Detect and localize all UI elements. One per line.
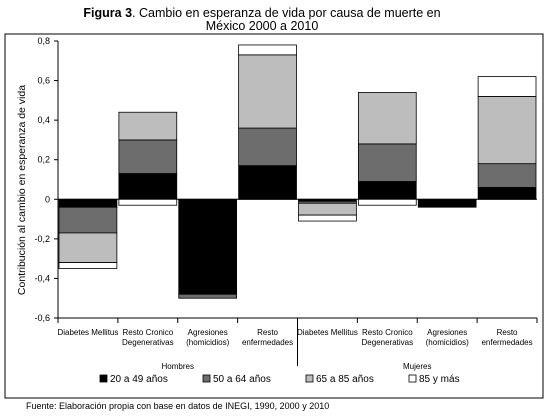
y-axis-label: Contribución al cambio en esperanza de v… — [16, 85, 28, 295]
x-category-label: enfermedades — [481, 338, 532, 347]
chart-title: Figura 3. Cambio en esperanza de vida po… — [83, 6, 440, 20]
y-tick-label: 0,4 — [37, 115, 50, 125]
x-category-label: Agresiones — [188, 328, 228, 337]
x-category-label: Agresiones — [427, 328, 467, 337]
bar-segment — [357, 181, 417, 200]
y-tick-label: -0,6 — [34, 313, 50, 323]
bar-segment — [357, 143, 417, 182]
bar-segment — [417, 198, 477, 208]
legend-label: 50 a 64 años — [213, 374, 271, 385]
legend-swatch — [408, 374, 417, 383]
bar-segment — [58, 198, 118, 208]
x-category-label: Resto — [497, 328, 518, 337]
x-category-label: Resto — [257, 328, 278, 337]
source-note: Fuente: Elaboración propia con base en d… — [26, 401, 329, 411]
bar-segment — [178, 198, 238, 295]
legend-swatch — [202, 374, 211, 383]
bar-segment — [58, 206, 118, 234]
y-tick-label: 0,8 — [37, 36, 50, 46]
bar-segment — [477, 163, 537, 188]
bar-segment — [238, 54, 297, 129]
bar-segment — [477, 96, 537, 165]
legend-label: 65 a 85 años — [316, 374, 374, 385]
y-tick-label: -0,2 — [34, 234, 50, 244]
x-category-label: Diabetes Mellitus — [297, 328, 358, 337]
x-category-label: Resto Cronico — [362, 328, 413, 337]
chart-frame — [4, 33, 544, 399]
bar-segment — [357, 198, 417, 206]
x-category-label: enfermedades — [242, 338, 293, 347]
bar-segment — [238, 165, 297, 200]
group-label: Hombres — [162, 362, 194, 371]
legend: 20 a 49 años 50 a 64 años 65 a 85 años 85 y… — [99, 374, 460, 385]
bar-segment — [118, 139, 178, 174]
bar-segment — [118, 173, 178, 200]
x-category-label: (homicidios) — [426, 338, 469, 347]
bar-segment — [118, 198, 178, 206]
bar-segment — [357, 92, 417, 145]
bars — [58, 44, 537, 299]
x-category-label: Resto Cronico — [122, 328, 173, 337]
x-axis-labels: Diabetes Mellitus Resto CronicoDegenerati… — [57, 328, 532, 371]
group-label: Mujeres — [403, 362, 431, 371]
bar-segment — [477, 187, 537, 200]
bar-segment — [58, 262, 118, 269]
legend-label: 85 y más — [419, 374, 460, 385]
legend-swatch — [305, 374, 314, 383]
bar-segment — [178, 293, 238, 299]
x-category-label: Degenerativas — [362, 338, 414, 347]
y-tick-label: -0,4 — [34, 273, 50, 283]
bar-segment — [238, 127, 297, 167]
title-text: . Cambio en esperanza de vida por causa … — [132, 6, 441, 20]
x-category-label: (homicidios) — [186, 338, 229, 347]
bar-segment — [477, 76, 537, 97]
bar-segment — [118, 111, 178, 141]
y-tick-label: 0 — [45, 194, 50, 204]
chart-title-line2: México 2000 a 2010 — [206, 19, 319, 33]
bar-segment — [238, 44, 297, 56]
bar-segment — [298, 202, 357, 216]
x-category-label: Degenerativas — [122, 338, 174, 347]
y-tick-label: 0,6 — [37, 76, 50, 86]
bar-segment — [298, 214, 357, 222]
figure-label: Figura 3 — [83, 6, 132, 20]
bar-segment — [58, 232, 118, 264]
legend-swatch — [99, 374, 108, 383]
legend-label: 20 a 49 años — [110, 374, 168, 385]
y-tick-label: 0,2 — [37, 155, 50, 165]
x-category-label: Diabetes Mellitus — [57, 328, 118, 337]
